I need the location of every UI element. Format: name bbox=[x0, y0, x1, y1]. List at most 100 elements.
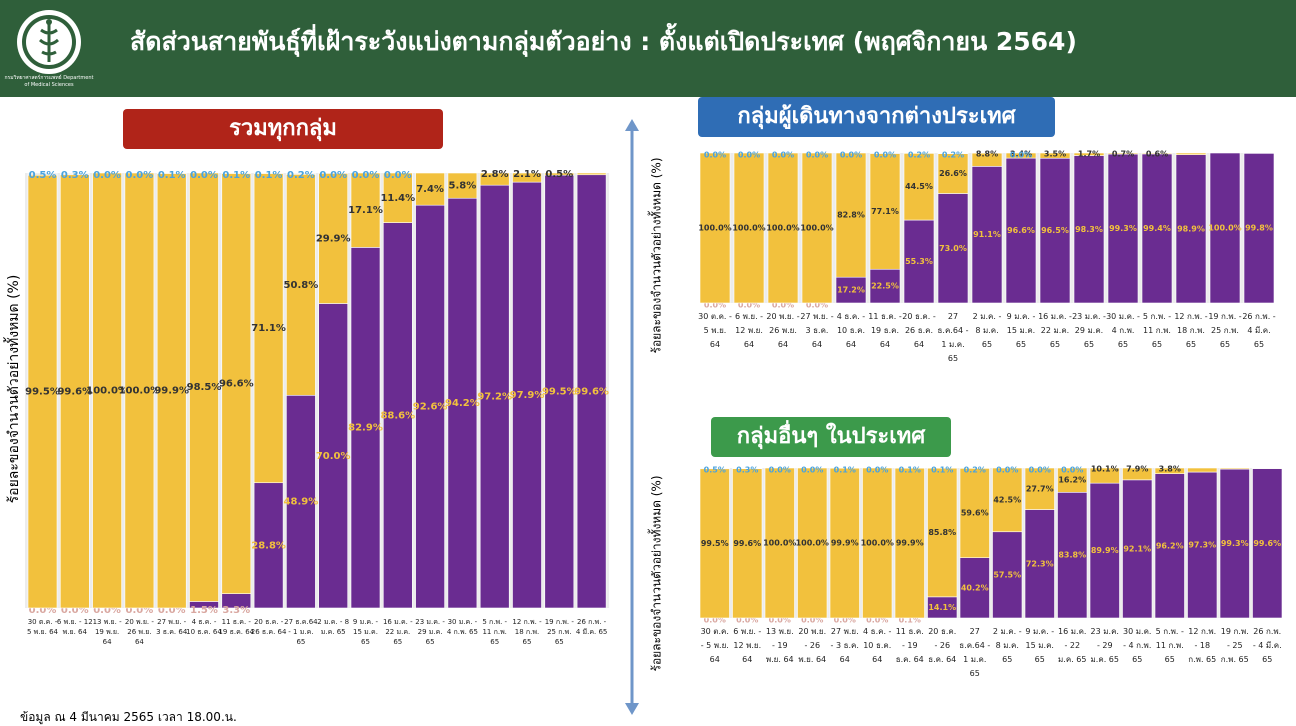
data-label: 2.1% bbox=[513, 169, 541, 180]
bar-segment bbox=[447, 197, 478, 609]
data-label: 100.0% bbox=[732, 224, 765, 233]
bar-segment bbox=[835, 152, 867, 278]
bar-segment bbox=[764, 467, 795, 619]
y-axis-label-other: ร้อยละของจำนวนตัวอย่างทั้งหมด (%) bbox=[649, 475, 664, 672]
bar-segment bbox=[1219, 468, 1250, 619]
x-tick-label: 9 ม.ค. -15 ม.ค. 65 bbox=[1007, 312, 1036, 349]
x-tick-label: 13 พ.ย. -19 พ.ย. 64 bbox=[93, 618, 123, 646]
bar-segment bbox=[253, 173, 284, 484]
data-label: 100.0% bbox=[119, 386, 161, 397]
bar-segment bbox=[959, 557, 990, 619]
data-label: 11.4% bbox=[380, 193, 415, 204]
bar-segment bbox=[1252, 468, 1283, 619]
x-tick-label: 27 พ.ย. -3 ธ.ค. 64 bbox=[156, 618, 188, 636]
panel-title-travellers: กลุ่มผู้เดินทางจากต่างประเทศ bbox=[698, 97, 1055, 137]
x-tick-label: 6 พ.ย. - 12 พ.ย. 64 bbox=[57, 618, 93, 636]
bar-segment bbox=[971, 166, 1003, 304]
data-label: 0.1% bbox=[255, 170, 283, 181]
data-label: 96.6% bbox=[1007, 226, 1035, 235]
data-label: 17.2% bbox=[837, 286, 865, 295]
bar-segment bbox=[59, 174, 90, 609]
data-label: 0.0% bbox=[769, 616, 791, 625]
x-tick-label: 19 ก.พ. -25 ก.พ. 65 bbox=[545, 618, 575, 646]
x-tick-label: 30 ต.ค. -5 พ.ย. 64 bbox=[698, 312, 732, 349]
data-label: 99.3% bbox=[1221, 539, 1249, 548]
header-bar: กรมวิทยาศาสตร์การแพทย์ Department of Med… bbox=[0, 0, 1296, 97]
x-tick-label: 6 พ.ย. -12 พ.ย. 64 bbox=[733, 627, 761, 664]
x-tick-label: 11 ธ.ค. -19 ธ.ค. 64 bbox=[218, 618, 254, 636]
bar-segment bbox=[221, 173, 252, 594]
data-label: 71.1% bbox=[251, 323, 286, 334]
data-label: 100.0% bbox=[796, 539, 829, 548]
data-label: 0.1% bbox=[834, 466, 856, 475]
bar-segment bbox=[1154, 467, 1185, 474]
bar-segment bbox=[1057, 467, 1088, 493]
data-label: 0.0% bbox=[840, 151, 862, 160]
data-label: 0.0% bbox=[352, 170, 380, 181]
x-tick-label: 11 ธ.ค. - 19 ธ.ค. 64 bbox=[896, 627, 924, 664]
bar-segment bbox=[1122, 479, 1153, 619]
bar-segment bbox=[959, 468, 990, 559]
x-tick-label: 11 ธ.ค. -19 ธ.ค. 64 bbox=[868, 312, 902, 349]
bar-segment bbox=[415, 204, 445, 609]
data-label: 72.3% bbox=[1026, 559, 1054, 568]
data-label: 0.0% bbox=[772, 301, 794, 310]
data-label: 0.0% bbox=[190, 170, 218, 181]
bar-segment bbox=[992, 467, 1023, 533]
data-label: 89.9% bbox=[1091, 546, 1119, 555]
data-label: 0.0% bbox=[61, 605, 89, 616]
x-tick-label: 19 ก.พ. - 25 ก.พ. 65 bbox=[1221, 627, 1249, 664]
logo-text: กรมวิทยาศาสตร์การแพทย์ Department of Med… bbox=[4, 75, 94, 88]
bar-segment bbox=[903, 153, 935, 221]
x-tick-label: 20 ธ.ค. - 26 ธ.ค. 64 bbox=[928, 627, 956, 664]
bar-segment bbox=[937, 193, 969, 304]
data-label: 0.0% bbox=[806, 151, 828, 160]
data-label: 70.0% bbox=[316, 451, 351, 462]
data-label: 99.3% bbox=[1109, 224, 1137, 233]
bar-segment bbox=[699, 152, 731, 304]
data-label: 99.9% bbox=[154, 386, 189, 397]
bar-segment bbox=[1122, 467, 1153, 481]
x-tick-label: 23 ม.ค. -29 ม.ค. 65 bbox=[1072, 312, 1106, 349]
data-label: 99.5% bbox=[542, 387, 577, 398]
department-logo-icon bbox=[17, 10, 81, 74]
bar-segment bbox=[1089, 467, 1120, 484]
data-label: 0.0% bbox=[1010, 151, 1032, 160]
x-tick-label: 16 ม.ค. - 22 ม.ค. 65 bbox=[1058, 627, 1086, 664]
bar-segment bbox=[862, 467, 893, 619]
data-label: 99.5% bbox=[701, 539, 729, 548]
data-label: 7.4% bbox=[416, 184, 444, 195]
data-label: 82.9% bbox=[348, 423, 383, 434]
x-tick-label: 12 ก.พ. -18 ก.พ. 65 bbox=[512, 618, 542, 646]
x-tick-label: 6 พ.ย. -12 พ.ย. 64 bbox=[735, 312, 763, 349]
x-tick-label: 23 ม.ค. -29 ม.ค. 65 bbox=[415, 618, 445, 646]
x-tick-label: 26 ก.พ. -4 มี.ค. 65 bbox=[1242, 312, 1275, 349]
data-label: 0.0% bbox=[384, 170, 412, 181]
data-label: 92.1% bbox=[1123, 544, 1151, 553]
data-label: 0.0% bbox=[834, 616, 856, 625]
panel-title-other: กลุ่มอื่นๆ ในประเทศ bbox=[711, 417, 951, 457]
data-label: 0.0% bbox=[736, 616, 758, 625]
data-label: 2.8% bbox=[481, 169, 509, 180]
chart-all-groups: 0.0%99.5%0.5%30 ต.ค. -5 พ.ย. 640.0%99.6%… bbox=[25, 169, 610, 646]
data-label: 0.0% bbox=[158, 605, 186, 616]
data-label: 14.1% bbox=[928, 603, 956, 612]
data-label: 0.0% bbox=[29, 605, 57, 616]
data-label: 0.1% bbox=[222, 170, 250, 181]
data-label: 0.0% bbox=[996, 466, 1018, 475]
data-label: 42.5% bbox=[993, 495, 1021, 504]
data-label: 0.2% bbox=[964, 466, 986, 475]
bar-segment bbox=[318, 303, 349, 609]
x-tick-label: 12 ก.พ. - 18 ก.พ. 65 bbox=[1188, 627, 1216, 664]
bar-segment bbox=[1209, 152, 1241, 304]
x-tick-label: 27 ธ.ค.64- 1 ม.ค. 65 bbox=[284, 618, 318, 646]
data-label: 1.5% bbox=[190, 605, 218, 616]
x-tick-label: 20 ธ.ค. -26 ธ.ค. 64 bbox=[251, 618, 287, 636]
bar-segment bbox=[1219, 467, 1250, 470]
bar-segment bbox=[869, 153, 901, 270]
y-axis-label-travellers: ร้อยละของจำนวนตัวอย่างทั้งหมด (%) bbox=[649, 157, 664, 354]
bar-segment bbox=[92, 172, 122, 609]
bar-segment bbox=[156, 173, 187, 609]
bar-segment bbox=[699, 467, 730, 470]
data-label: 16.2% bbox=[1058, 476, 1086, 485]
